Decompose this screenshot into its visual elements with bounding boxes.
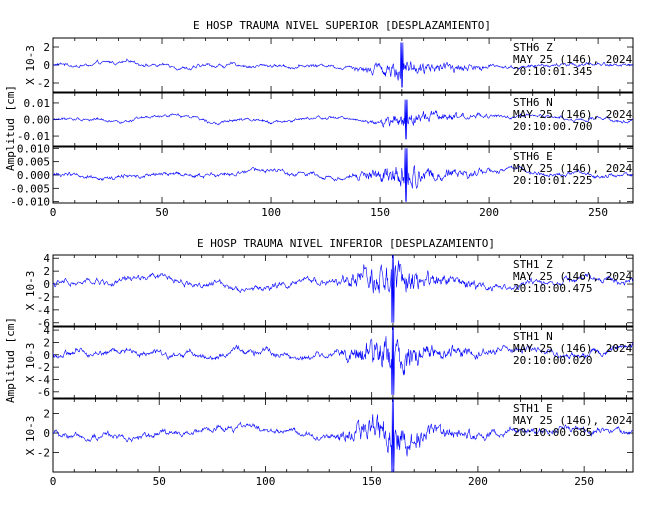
ytick-label: -2	[37, 447, 50, 460]
xtick-label: 100	[256, 475, 276, 488]
ytick-label: 4	[43, 252, 50, 265]
xtick-label: 0	[50, 206, 57, 219]
panel-time: 20:10:01.345	[513, 65, 592, 78]
panel-station: STH6 N	[513, 96, 553, 109]
panel-frame	[52, 254, 634, 327]
panel-station: STH1 E	[513, 402, 553, 415]
panel-time: 20:10:00.475	[513, 282, 592, 295]
scale-label: X 10-3	[24, 343, 37, 383]
ytick-label: 4	[43, 324, 50, 337]
ytick-label: -0.005	[10, 182, 50, 195]
panel-time: 20:10:00.700	[513, 120, 592, 133]
panel-frame	[52, 398, 634, 473]
ytick-label: -4	[37, 304, 51, 317]
panel-station: STH6 Z	[513, 41, 553, 54]
xtick-label: 250	[574, 475, 594, 488]
ytick-label: -4	[37, 373, 51, 386]
figure-title-top: E HOSP TRAUMA NIVEL SUPERIOR [DESPLAZAMI…	[193, 19, 491, 32]
panel-frame	[52, 326, 634, 399]
ytick-label: -6	[37, 317, 50, 330]
ytick-label: 0.005	[17, 156, 50, 169]
trace-top-2	[52, 99, 634, 140]
xtick-label: 150	[370, 206, 390, 219]
trace-bot-3	[52, 398, 634, 473]
xtick-label: 50	[155, 206, 168, 219]
panel-station: STH1 N	[513, 330, 553, 343]
xtick-label: 150	[362, 475, 382, 488]
trace-top-1	[52, 42, 634, 88]
trace-top-3	[52, 148, 634, 202]
ytick-label: 0	[43, 59, 50, 72]
panel-time: 20:10:00.685	[513, 426, 592, 439]
panel-date: MAY 25 (146), 2024	[513, 108, 633, 121]
xtick-label: 250	[588, 206, 608, 219]
ytick-label: -2	[37, 361, 50, 374]
xtick-label: 50	[153, 475, 166, 488]
xtick-label: 100	[261, 206, 281, 219]
panel-time: 20:10:00.020	[513, 354, 592, 367]
xtick-label: 0	[50, 475, 57, 488]
scale-label: X 10-3	[24, 271, 37, 311]
ylabel-bottom: Amplitud [cm]	[4, 317, 17, 403]
ytick-label: 2	[43, 41, 50, 54]
ytick-label: 0	[43, 349, 50, 362]
trace-bot-2	[52, 326, 634, 395]
ytick-label: 2	[43, 408, 50, 421]
panel-date: MAY 25 (146), 2024	[513, 414, 633, 427]
ytick-label: -2	[37, 77, 50, 90]
ylabel-top: Amplitud [cm]	[4, 85, 17, 171]
panel-date: MAY 25 (146), 2024	[513, 53, 633, 66]
panel-date: MAY 25 (146), 2024	[513, 162, 633, 175]
ytick-label: -0.010	[10, 196, 50, 209]
ytick-label: 0	[43, 278, 50, 291]
panel-time: 20:10:01.225	[513, 174, 592, 187]
ytick-label: 2	[43, 265, 50, 278]
ytick-label: 2	[43, 336, 50, 349]
xtick-label: 200	[479, 206, 499, 219]
ytick-label: 0	[43, 427, 50, 440]
ytick-label: -2	[37, 291, 50, 304]
scale-label: X 10-3	[24, 45, 37, 85]
xtick-label: 200	[468, 475, 488, 488]
ytick-label: 0.000	[17, 169, 50, 182]
panel-station: STH1 Z	[513, 258, 553, 271]
scale-label: X 10-3	[24, 416, 37, 456]
panel-date: MAY 25 (146), 2024	[513, 270, 633, 283]
ytick-label: 0.00	[24, 114, 51, 127]
panel-date: MAY 25 (146), 2024	[513, 342, 633, 355]
trace-bot-1	[52, 254, 633, 323]
ytick-label: 0.010	[17, 142, 50, 155]
ytick-label: 0.01	[24, 97, 51, 110]
ytick-label: -0.01	[17, 130, 50, 143]
panel-station: STH6 E	[513, 150, 553, 163]
figure-title-bottom: E HOSP TRAUMA NIVEL INFERIOR [DESPLAZAMI…	[197, 237, 495, 250]
ytick-label: -6	[37, 386, 50, 399]
